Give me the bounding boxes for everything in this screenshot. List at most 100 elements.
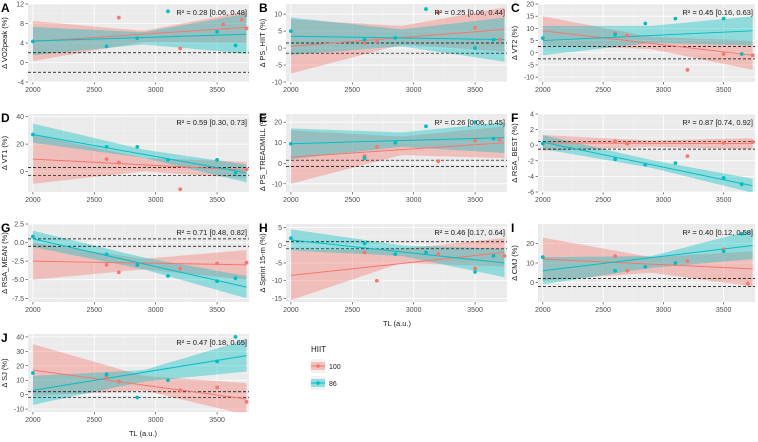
data-point-86 <box>721 176 726 180</box>
y-tick-label: 0 <box>530 50 534 57</box>
legend-label-86: 86 <box>329 381 337 388</box>
data-point-86 <box>215 279 219 284</box>
data-point-100 <box>221 22 226 27</box>
x-tick-label: 3500 <box>467 197 483 204</box>
fit-line-86 <box>32 134 247 174</box>
y-tick-label: 0 <box>278 46 282 53</box>
data-point-100 <box>178 266 183 271</box>
data-point-100 <box>374 144 379 149</box>
fit-line-100 <box>542 30 753 56</box>
fit-line-86 <box>542 244 753 272</box>
data-point-86 <box>721 249 726 254</box>
confidence-band-100 <box>290 238 505 301</box>
data-point-86 <box>166 274 170 278</box>
y-tick-label: 40 <box>16 114 24 121</box>
y-tick-label: 20 <box>16 142 24 149</box>
data-point-100 <box>116 379 121 384</box>
confidence-band-86 <box>32 230 247 299</box>
panel-d: 2000 2500 3000 3500 0 20 40 R² = 0.59 [0.30, 0.… <box>0 111 249 204</box>
panel-h: 2000 2500 3000 3500 -15 -10 -5 0 5 R² = 0.46 [0.1… <box>258 221 507 314</box>
data-point-86 <box>613 268 618 273</box>
data-point-100 <box>215 261 219 266</box>
y-tick-label: -2.5 <box>12 259 24 266</box>
y-tick-label: 10 <box>274 140 282 147</box>
confidence-band-100 <box>542 237 753 287</box>
panel-letter: H <box>259 221 268 235</box>
data-point-100 <box>104 375 109 380</box>
data-point-86 <box>739 52 744 56</box>
data-point-86 <box>473 46 477 50</box>
x-tick-label: 2000 <box>535 307 551 314</box>
data-point-86 <box>31 39 35 44</box>
data-point-86 <box>362 241 367 246</box>
y-tick-label: 0 <box>20 392 24 399</box>
y-tick-label: -10 <box>272 278 282 285</box>
x-tick-label: 3500 <box>467 307 483 314</box>
y-tick-label: 0 <box>530 280 534 287</box>
data-point-86 <box>135 395 140 400</box>
plot-area <box>538 135 755 192</box>
fit-line-100 <box>290 142 505 158</box>
x-tick-label: 3500 <box>716 197 732 204</box>
data-point-86 <box>643 21 648 26</box>
panel-letter: J <box>1 331 8 345</box>
x-tick-label: 2500 <box>595 87 611 94</box>
x-tick-label: 2000 <box>535 197 551 204</box>
r2-annotation: R² = 0.26 [0.06, 0.45] <box>434 118 505 127</box>
data-point-86 <box>673 161 678 166</box>
legend-key-86: 86 <box>311 376 337 390</box>
x-tick-label: 3500 <box>209 197 225 204</box>
confidence-band-100 <box>32 344 247 412</box>
y-tick-label: 5 <box>278 29 282 36</box>
x-tick-label: 2500 <box>87 417 103 424</box>
y-tick-label: -7.5 <box>12 296 24 303</box>
r2-annotation: R² = 0.40 [0.12, 0.58] <box>682 228 753 237</box>
data-point-100 <box>745 281 750 286</box>
y-tick-label: -6 <box>528 190 534 197</box>
data-point-86 <box>473 269 477 274</box>
data-point-100 <box>750 53 755 58</box>
y-tick-label: 0 <box>20 60 24 67</box>
y-axis-title: Δ CMJ (%) <box>510 245 519 281</box>
data-point-100 <box>104 262 109 267</box>
y-tick-label: 40 <box>16 334 24 341</box>
confidence-band-100 <box>32 11 247 62</box>
data-point-86 <box>166 9 170 14</box>
data-point-86 <box>613 157 618 162</box>
r2-annotation: R² = 0.47 [0.18, 0.65] <box>176 338 247 347</box>
data-point-100 <box>116 15 121 20</box>
data-point-86 <box>166 378 170 383</box>
y-tick-label: 20 <box>274 120 282 127</box>
y-tick-label: 20 <box>526 2 534 9</box>
data-point-86 <box>362 37 367 42</box>
data-point-100 <box>685 154 690 159</box>
data-point-86 <box>289 29 293 34</box>
data-point-100 <box>685 259 690 263</box>
confidence-band-86 <box>290 229 505 278</box>
panel-letter: C <box>511 1 520 15</box>
data-point-86 <box>643 265 648 269</box>
data-point-100 <box>436 252 441 257</box>
plot-area <box>286 7 507 74</box>
data-point-100 <box>116 160 121 165</box>
data-point-100 <box>625 268 630 273</box>
legend-title: HIIT <box>311 345 326 354</box>
data-point-86 <box>233 276 238 281</box>
confidence-band-86 <box>32 339 247 405</box>
data-point-86 <box>31 132 35 137</box>
data-point-86 <box>540 36 545 41</box>
data-point-86 <box>673 261 678 265</box>
panel-letter: F <box>511 111 518 125</box>
data-point-100 <box>473 266 477 271</box>
legend: HIIT 100 86 <box>311 345 341 390</box>
y-tick-label: -5 <box>276 261 282 268</box>
y-axis-title: Δ VT1 (%) <box>0 135 9 170</box>
x-tick-label: 3500 <box>716 307 732 314</box>
data-point-86 <box>424 7 428 11</box>
r2-annotation: R² = 0.45 [0.16, 0.63] <box>682 8 753 17</box>
data-point-100 <box>104 157 109 162</box>
panel-letter: B <box>259 1 268 15</box>
y-axis-title: Δ VT2 (%) <box>510 25 519 60</box>
x-tick-label: 2000 <box>25 417 41 424</box>
fit-line-100 <box>32 26 247 43</box>
